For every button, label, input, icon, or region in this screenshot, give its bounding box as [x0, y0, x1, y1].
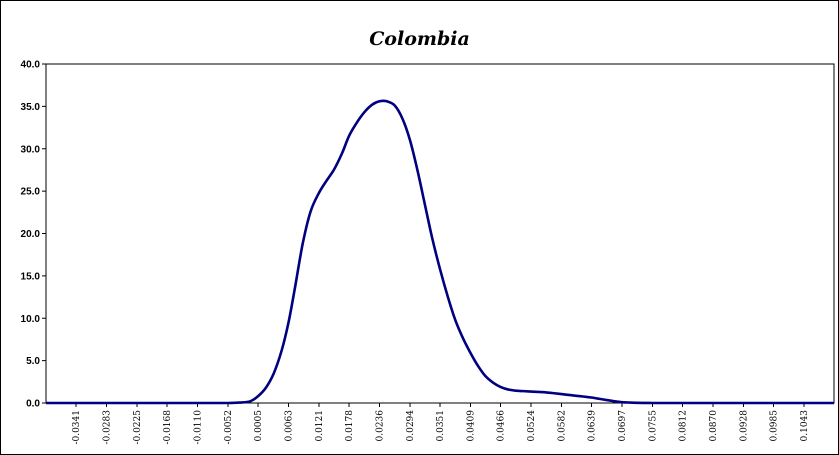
- plot-area: [45, 63, 835, 404]
- x-tick-label: 0.0063: [285, 410, 295, 442]
- x-tick-label: -0.0110: [193, 410, 203, 445]
- y-tick-label: 20.0: [21, 229, 41, 240]
- x-tick-label: 0.0005: [254, 410, 264, 442]
- y-tick-label: 30.0: [21, 144, 41, 155]
- x-tick-label: -0.0052: [224, 410, 234, 445]
- x-tick-label: 0.0812: [679, 410, 689, 442]
- x-tick-label: 0.0697: [618, 410, 628, 442]
- x-tick-label: 0.0351: [436, 410, 446, 442]
- x-tick-label: 0.0582: [558, 410, 568, 442]
- x-tick-label: 0.0755: [649, 410, 659, 442]
- x-tick-label: 0.0928: [740, 410, 750, 442]
- x-tick-label: -0.0225: [133, 410, 143, 445]
- y-tick-label: 35.0: [21, 102, 41, 113]
- y-tick-label: 15.0: [21, 271, 41, 282]
- y-tick-label: 40.0: [21, 60, 41, 71]
- x-tick-label: 0.0236: [376, 410, 386, 442]
- chart-title: Colombia: [369, 28, 470, 50]
- x-tick-label: -0.0168: [163, 410, 173, 445]
- x-tick-label: 0.0294: [406, 410, 416, 442]
- x-tick-label: -0.0283: [102, 410, 112, 445]
- x-tick-label: 0.0639: [587, 410, 597, 442]
- x-tick-label: 0.0870: [709, 410, 719, 442]
- x-tick-label: 0.0178: [345, 410, 355, 442]
- x-tick-label: -0.0341: [72, 410, 82, 445]
- x-tick-label: 0.0985: [770, 410, 780, 442]
- y-tick-label: 5.0: [26, 356, 40, 367]
- y-tick-label: 25.0: [21, 187, 41, 198]
- series-line: [46, 99, 834, 405]
- x-tick-label: 0.0409: [467, 410, 477, 442]
- x-tick-label: 0.0524: [527, 410, 537, 442]
- y-tick-label: 10.0: [21, 314, 41, 325]
- x-tick-label: 0.1043: [800, 410, 810, 442]
- x-tick-label: 0.0121: [315, 410, 325, 442]
- x-tick-label: 0.0466: [496, 410, 506, 442]
- y-tick-label: 0.0: [26, 399, 40, 410]
